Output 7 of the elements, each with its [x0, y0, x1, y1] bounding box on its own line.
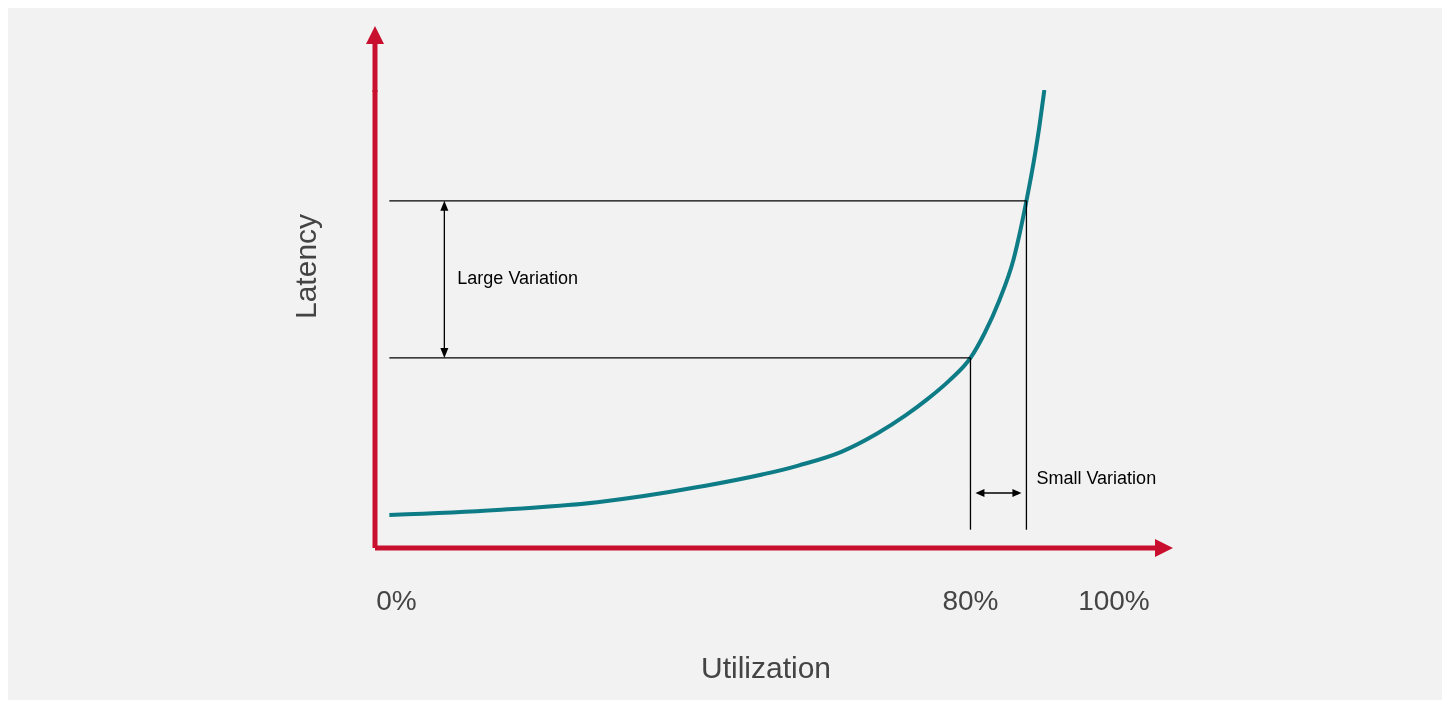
x-tick-label: 100%: [1078, 584, 1150, 616]
annotation: Large Variation: [457, 268, 579, 289]
y-axis-title: Latency: [288, 213, 322, 319]
x-axis-title: Utilization: [700, 651, 832, 684]
x-tick-label: 80%: [942, 584, 999, 616]
x-tick-label: 0%: [376, 584, 417, 616]
annotation: Small Variation: [1036, 467, 1157, 488]
